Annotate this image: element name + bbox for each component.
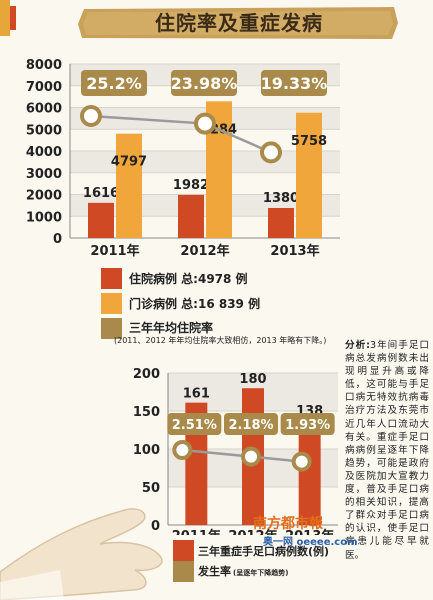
chart-inpatient-outpatient: 8000 7000 6000 5000 4000 3000 2000 1000 0 1616 479… [26, 58, 340, 259]
rate-label-box [261, 70, 327, 96]
y-tick-label: 0 [151, 519, 160, 534]
legend-incidence: 发生率 (呈逐年下降趋势) [198, 563, 288, 579]
y-tick-label: 3000 [26, 167, 62, 182]
x-tick-label: 2011年 [90, 243, 139, 259]
legend-incidence-note: (呈逐年下降趋势) [233, 569, 289, 577]
watermark-logo: 南方都市報 奥一网 oeeee.com [253, 513, 358, 551]
data-label-inpatient: 1982 [173, 178, 209, 193]
y-tick-label: 150 [133, 405, 160, 420]
analysis-text: 分析:3年间手足口病总发病例数未出现明显升高或降低，这可能与手足口病无特效抗病毒… [345, 339, 429, 562]
data-label-severe: 161 [183, 387, 210, 402]
chart-severe-cases: 2001501005001612011年1802012年1382013年2.51… [133, 367, 338, 535]
legend-severe: 三年重症手足口病例数(例) [198, 545, 330, 558]
bar-inpatient [178, 194, 204, 238]
y-tick-label: 6000 [26, 102, 62, 117]
rate-label: 2.18% [228, 418, 273, 433]
rate-label-box [171, 70, 237, 96]
rate-point [80, 105, 102, 127]
bar-severe [298, 420, 321, 525]
analysis-label: 分析: [345, 340, 370, 351]
rate-point [241, 446, 261, 467]
rate-label: 25.2% [86, 74, 142, 93]
rate-label: 1.93% [285, 418, 330, 433]
y-tick-label: 50 [142, 481, 160, 496]
bar-inpatient [88, 202, 114, 238]
legend-swatch-inpatient [101, 268, 122, 289]
page-title: 住院率及重症发病 [155, 11, 323, 35]
legend-swatch-severe [173, 540, 194, 561]
legend-rate-note: (2011、2012 年年均住院率大致相仿，2013 年略有下降。) [114, 336, 327, 345]
y-tick-label: 8000 [26, 58, 62, 73]
data-label-inpatient: 1380 [263, 191, 299, 206]
legend-outpatient: 门诊病例 总:16 839 例 [129, 297, 261, 311]
rate-point [172, 440, 193, 460]
bar-outpatient [116, 133, 142, 238]
data-label-severe: 180 [239, 372, 266, 387]
rate-label-box [81, 70, 147, 96]
y-tick-label: 5000 [26, 123, 62, 138]
bar-outpatient [296, 112, 322, 238]
y-tick-label: 200 [133, 367, 160, 382]
y-tick-label: 0 [53, 232, 62, 247]
y-tick-label: 2000 [26, 189, 62, 204]
x-tick-label: 2013年 [270, 243, 319, 259]
rate-label-box [224, 413, 278, 435]
legend-swatch-outpatient [101, 293, 122, 314]
x-tick-label: 2013年 [285, 528, 334, 535]
rate-label: 2.51% [172, 418, 217, 433]
watermark-site: 奥一网 oeeee.com [263, 537, 358, 548]
legend-rate: 三年年均住院率 [129, 321, 214, 335]
x-tick-label: 2011年 [172, 528, 221, 535]
y-tick-label: 100 [133, 443, 160, 458]
x-tick-label: 2012年 [228, 528, 277, 535]
watermark-brand: 南方都市報 [253, 516, 323, 532]
legend-swatch-incidence [173, 561, 194, 582]
rate-point [194, 112, 216, 135]
bar-inpatient [268, 207, 294, 238]
corner-deco [0, 0, 16, 36]
y-tick-label: 1000 [26, 210, 62, 225]
rate-label-box [167, 413, 222, 435]
hand-pointer-icon [0, 508, 163, 600]
analysis-body: 3年间手足口病总发病例数未出现明显升高或降低，这可能与手足口病无特效抗病毒治疗方… [345, 340, 429, 561]
rate-point [291, 451, 312, 472]
data-label-outpatient: 5758 [291, 134, 327, 149]
title-banner [78, 7, 398, 39]
rate-label: 23.98% [171, 74, 238, 93]
y-tick-label: 7000 [26, 80, 62, 95]
rate-point [260, 141, 282, 164]
legend-incidence-label: 发生率 [198, 565, 231, 578]
rate-label-box [280, 413, 335, 435]
legend-swatch-rate [101, 318, 122, 339]
legend-inpatient: 住院病例 总:4978 例 [129, 272, 248, 286]
data-label-outpatient: 4797 [111, 155, 147, 170]
y-tick-label: 4000 [26, 145, 62, 160]
rate-label: 19.33% [261, 74, 328, 93]
data-label-inpatient: 1616 [83, 186, 119, 201]
x-tick-label: 2012年 [180, 243, 229, 259]
